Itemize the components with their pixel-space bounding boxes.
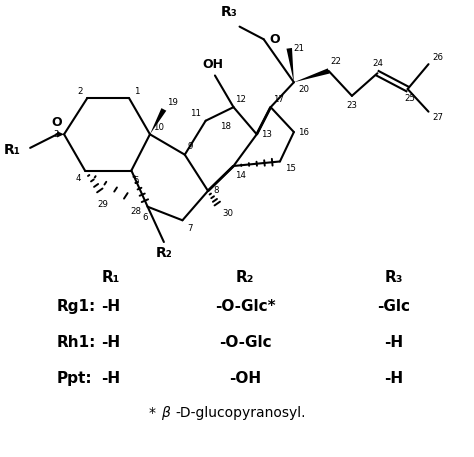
Polygon shape [294,69,329,82]
Text: -OH: -OH [229,371,261,386]
Text: 12: 12 [236,95,246,104]
Text: -H: -H [384,335,403,350]
Text: -H: -H [101,299,120,314]
Text: 15: 15 [284,164,296,173]
Text: 23: 23 [346,101,357,110]
Text: Rg1:: Rg1: [57,299,96,314]
Text: 2: 2 [77,87,82,96]
Text: 29: 29 [97,200,108,209]
Text: 3: 3 [53,130,58,139]
Text: 18: 18 [220,122,231,131]
Text: 19: 19 [167,98,178,106]
Text: 16: 16 [299,128,310,137]
Text: R₂: R₂ [155,245,172,260]
Polygon shape [150,108,166,134]
Text: 14: 14 [236,170,246,180]
Text: 5: 5 [133,176,139,185]
Text: R₃: R₃ [384,270,403,285]
Text: 24: 24 [372,59,383,68]
Text: 7: 7 [187,224,192,233]
Text: 20: 20 [299,85,310,94]
Text: R₁: R₁ [101,270,119,285]
Text: 28: 28 [130,207,142,216]
Text: 26: 26 [432,53,443,62]
Text: 8: 8 [214,186,219,196]
Text: O: O [269,33,280,46]
Text: R₂: R₂ [236,270,255,285]
Text: 21: 21 [293,44,304,53]
Text: -Glc: -Glc [377,299,410,314]
Text: 25: 25 [404,95,415,103]
Text: Ppt:: Ppt: [57,371,93,386]
Text: 22: 22 [330,58,342,66]
Text: -H: -H [101,335,120,350]
Text: 17: 17 [273,95,284,104]
Text: 9: 9 [187,142,192,151]
Text: 27: 27 [432,113,443,122]
Text: 11: 11 [190,109,201,118]
Polygon shape [286,48,294,82]
Text: 4: 4 [76,174,81,183]
Text: OH: OH [202,58,223,71]
Text: *: * [149,406,156,420]
Polygon shape [57,131,64,138]
Text: R₁: R₁ [4,143,21,157]
Text: Rh1:: Rh1: [57,335,97,350]
Text: -H: -H [101,371,120,386]
Text: 1: 1 [134,87,139,96]
Text: 13: 13 [261,130,273,139]
Text: -O-Glc: -O-Glc [219,335,272,350]
Text: 30: 30 [222,208,233,218]
Text: -D-glucopyranosyl.: -D-glucopyranosyl. [175,406,306,420]
Text: -H: -H [384,371,403,386]
Text: -O-Glc*: -O-Glc* [215,299,275,314]
Text: 6: 6 [142,213,147,222]
Text: β: β [161,406,170,420]
Text: O: O [52,116,63,129]
Text: 10: 10 [153,122,164,132]
Text: R₃: R₃ [220,5,237,19]
